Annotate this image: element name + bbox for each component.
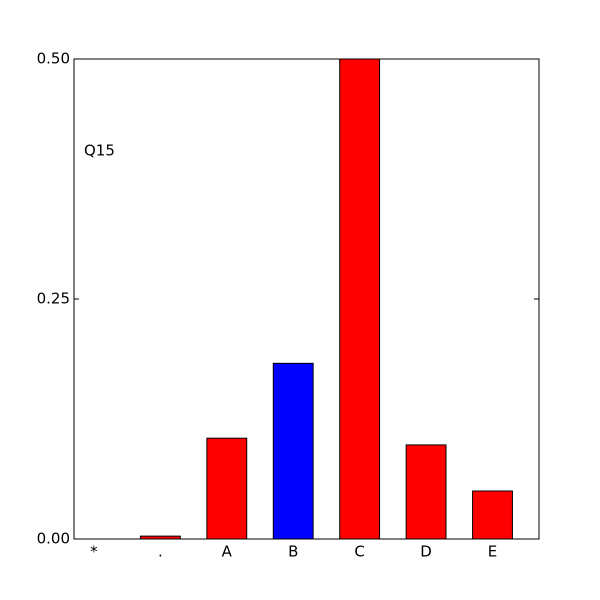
y-tick-label: 0.25 (37, 290, 70, 308)
x-tick-label: C (354, 543, 364, 561)
x-tick-label: A (222, 543, 233, 561)
bar (206, 437, 248, 540)
x-tick-label: E (488, 543, 497, 561)
y-tick-label: 0.50 (37, 50, 70, 68)
x-tick-label: . (158, 543, 163, 561)
bar (472, 490, 513, 540)
x-tick-label: * (90, 543, 98, 561)
y-tick-label: 0.00 (37, 530, 70, 548)
annotation: Q15 (84, 142, 115, 160)
x-tick-label: B (288, 543, 298, 561)
bar (272, 362, 314, 540)
bar (339, 58, 381, 540)
x-tick-label: D (420, 543, 432, 561)
bar (405, 444, 447, 540)
